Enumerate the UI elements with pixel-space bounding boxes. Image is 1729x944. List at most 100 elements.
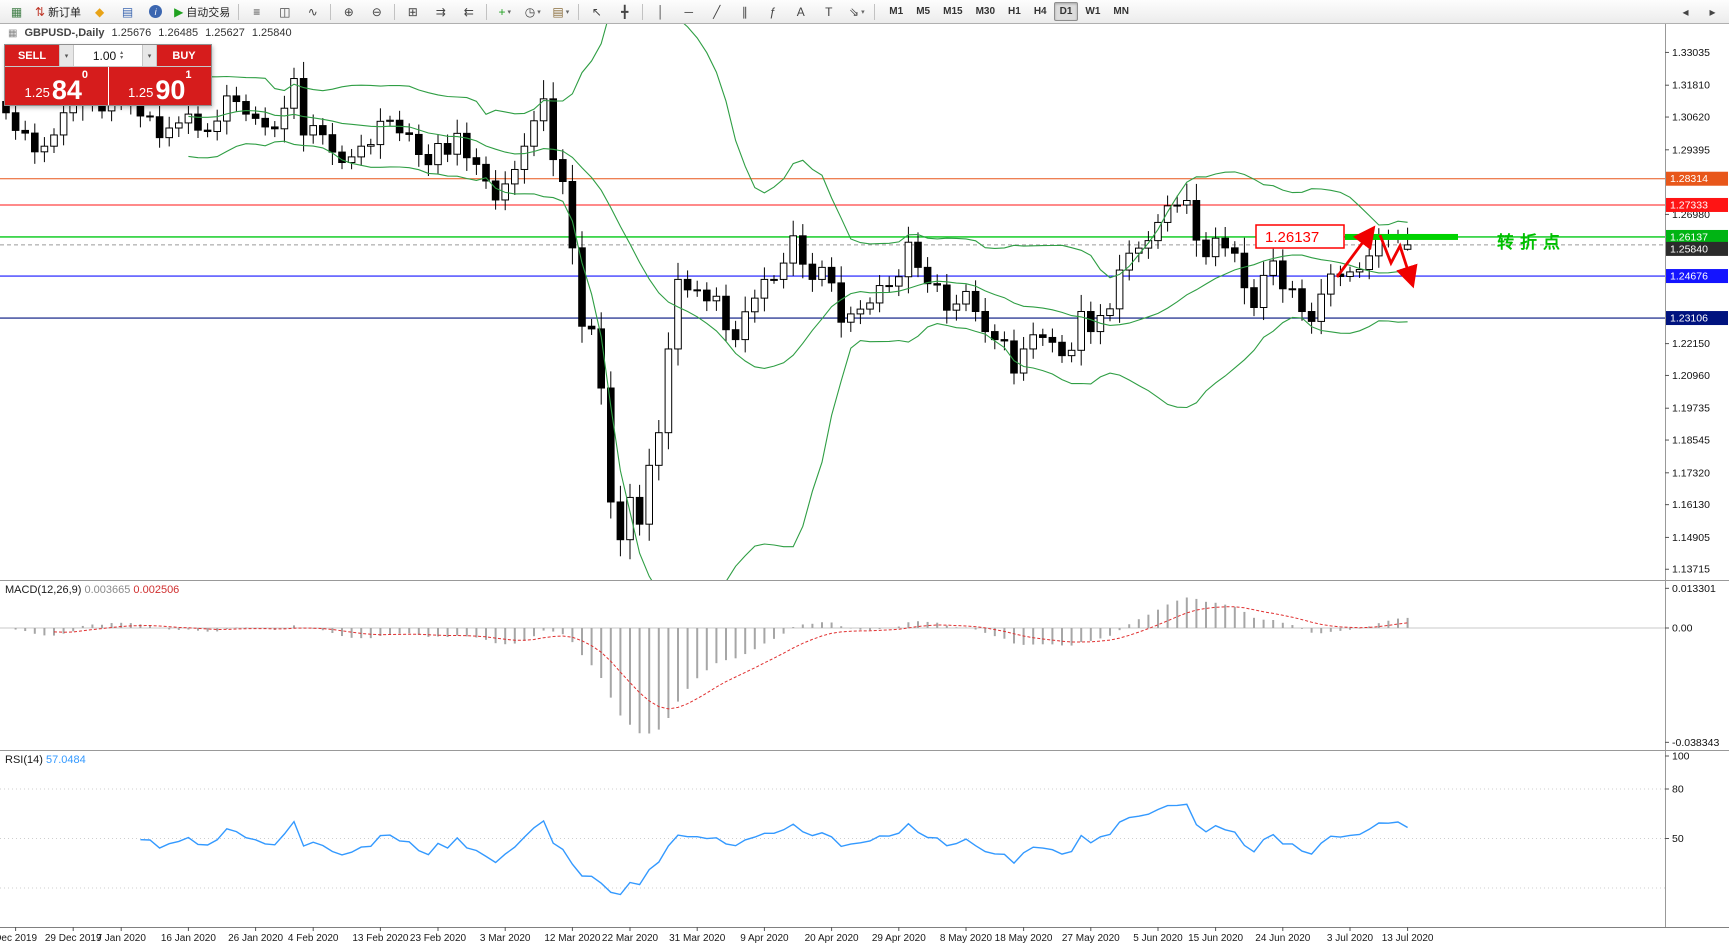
spinner-down-icon[interactable]: ▾ <box>120 54 124 61</box>
auto-trading-button-label: 自动交易 <box>186 6 231 19</box>
volume-input[interactable]: 1.00 ▴ ▾ <box>74 45 142 66</box>
auto-trading-button-icon: ▶ <box>174 4 184 19</box>
price-scale-marker-text: 1.23106 <box>1670 313 1708 325</box>
ask-price-small: 1.25 <box>128 84 154 100</box>
zoom-out-button[interactable]: ⊖ <box>363 1 390 23</box>
price-scale-marker-text: 1.25840 <box>1670 243 1708 255</box>
periods-button[interactable]: ◷ ▾ <box>519 1 546 23</box>
auto-trading-button[interactable]: ▶ 自动交易 <box>170 1 234 23</box>
crosshair-button[interactable]: ╋ <box>611 1 638 23</box>
zoom-in-button[interactable]: ⊕ <box>335 1 362 23</box>
time-axis-label: 16 Jan 2020 <box>161 933 216 944</box>
rsi-scale-label: 100 <box>1672 751 1690 763</box>
cursor-button[interactable]: ↖ <box>583 1 610 23</box>
sell-dropdown-icon[interactable]: ▾ <box>59 45 74 66</box>
red-arrow-annotation-1[interactable] <box>1335 225 1376 278</box>
candlestick-chart-type-button[interactable]: ◫ <box>271 1 298 23</box>
periods-button-dropdown-icon[interactable]: ▾ <box>537 8 541 16</box>
templates-button-dropdown-icon[interactable]: ▾ <box>565 8 570 16</box>
line-chart-type-button[interactable]: ∿ <box>299 1 326 23</box>
new-chart-button[interactable]: ▦ <box>3 1 30 23</box>
new-order-button-label: 新订单 <box>48 6 82 19</box>
time-axis-label: 31 Mar 2020 <box>669 933 726 944</box>
rsi-scale-label: 80 <box>1672 784 1684 796</box>
charts-button[interactable]: ▤ <box>114 1 141 23</box>
time-axis-label: 13 Jul 2020 <box>1382 933 1434 944</box>
timeframe-w1[interactable]: W1 <box>1085 6 1101 17</box>
mql5-community-button[interactable]: ◆ <box>86 1 113 23</box>
text-button[interactable]: A <box>787 1 814 23</box>
toolbar-separator <box>394 3 396 20</box>
time-axis-label: 12 Mar 2020 <box>544 933 601 944</box>
rsi-scale-label: 50 <box>1672 833 1684 845</box>
info-button[interactable]: i <box>142 1 169 23</box>
spinner-up-icon[interactable]: ▴ <box>120 49 124 56</box>
toolbar-separator <box>578 3 580 20</box>
trendline-button[interactable]: ╱ <box>703 1 730 23</box>
time-axis-label: 5 Jun 2020 <box>1133 933 1183 944</box>
chart-icon: ▦ <box>8 27 18 39</box>
auto-scroll-button[interactable]: ⇉ <box>427 1 454 23</box>
chart-region: 1.26137 转折点 1.33035 1.31810 1.30620 1.29395 1.… <box>0 24 1729 944</box>
time-axis-label: 18 May 2020 <box>995 933 1053 944</box>
bid-price[interactable]: 1.25 84 0 <box>5 67 109 105</box>
time-axis-label: 7 Jan 2020 <box>96 933 146 944</box>
panel-separators[interactable] <box>0 24 1729 928</box>
price-callout-box[interactable] <box>1255 224 1345 249</box>
ask-price-sup: 1 <box>185 69 192 81</box>
price-scale-label: 1.20960 <box>1672 370 1710 382</box>
text-label-button[interactable]: T <box>815 1 842 23</box>
volume-spinner[interactable]: ▴ ▾ <box>120 49 124 61</box>
rsi-panel[interactable] <box>0 788 1665 896</box>
chart-canvas[interactable]: 1.26137 转折点 1.33035 1.31810 1.30620 1.29395 1.… <box>0 24 1729 944</box>
sell-button[interactable]: SELL <box>5 45 59 66</box>
symbol-low: 1.25627 <box>205 27 245 39</box>
chart-shift-button[interactable]: ⇇ <box>455 1 482 23</box>
timeframe-h4[interactable]: H4 <box>1033 6 1047 17</box>
timeframe-m5[interactable]: M5 <box>916 6 931 17</box>
equidistant-channel-button[interactable]: ∥ <box>731 1 758 23</box>
indicators-button[interactable]: + ▾ <box>491 1 518 23</box>
price-scale[interactable]: 1.330351.318101.306201.293951.269801.221… <box>1665 47 1728 845</box>
time-axis-label: 29 Apr 2020 <box>872 933 926 944</box>
buy-dropdown-icon[interactable]: ▾ <box>142 45 157 66</box>
arrows-button[interactable]: ⇘ ▾ <box>843 1 870 23</box>
new-order-button[interactable]: ⇅ 新订单 <box>31 1 85 23</box>
price-panel[interactable]: 1.26137 转折点 <box>0 24 1665 596</box>
buy-button[interactable]: BUY <box>157 45 211 66</box>
turning-point-level-bar[interactable] <box>1345 233 1458 240</box>
arrows-button-dropdown-icon[interactable]: ▾ <box>861 8 865 16</box>
symbol-close: 1.25840 <box>251 27 292 39</box>
tile-windows-button[interactable]: ⊞ <box>399 1 426 23</box>
ask-price[interactable]: 1.25 90 1 <box>108 67 211 105</box>
timeframe-m1[interactable]: M1 <box>889 6 904 17</box>
bar-chart-type-button[interactable]: ≡ <box>243 1 270 23</box>
toolbar-overflow-right-icon: ▸ <box>1709 4 1716 19</box>
price-scale-label: 1.17320 <box>1672 467 1710 479</box>
time-axis-label: 23 Feb 2020 <box>410 933 467 944</box>
fibonacci-button[interactable]: ƒ <box>759 1 786 23</box>
toolbar-separator <box>330 3 332 20</box>
toolbar-overflow-right[interactable]: ▸ <box>1699 1 1726 23</box>
time-axis-label: 9 Apr 2020 <box>740 933 789 944</box>
toolbar-overflow-left[interactable]: ◂ <box>1672 1 1699 23</box>
indicators-button-dropdown-icon[interactable]: ▾ <box>507 8 512 16</box>
chart-annotations[interactable]: 1.26137 转折点 <box>1255 224 1566 289</box>
price-scale-marker <box>1666 197 1728 212</box>
time-axis-label: 27 May 2020 <box>1062 933 1120 944</box>
timeframe-d1[interactable]: D1 <box>1053 2 1079 21</box>
timeframe-m15[interactable]: M15 <box>943 6 963 17</box>
red-arrow-annotation-2[interactable] <box>1378 234 1418 289</box>
timeframe-mn[interactable]: MN <box>1113 6 1129 17</box>
vertical-line-button[interactable]: │ <box>647 1 674 23</box>
templates-button[interactable]: ▤ ▾ <box>547 1 574 23</box>
rsi-line <box>140 803 1408 896</box>
timeframe-h1[interactable]: H1 <box>1008 6 1021 17</box>
timeframe-m30[interactable]: M30 <box>975 6 996 17</box>
horizontal-line-button[interactable]: ─ <box>675 1 702 23</box>
macd-scale-label: 0.00 <box>1672 623 1693 635</box>
price-scale-label: 1.33035 <box>1672 47 1710 59</box>
fibonacci-button-icon: ƒ <box>769 4 777 19</box>
macd-panel[interactable] <box>0 597 1665 734</box>
